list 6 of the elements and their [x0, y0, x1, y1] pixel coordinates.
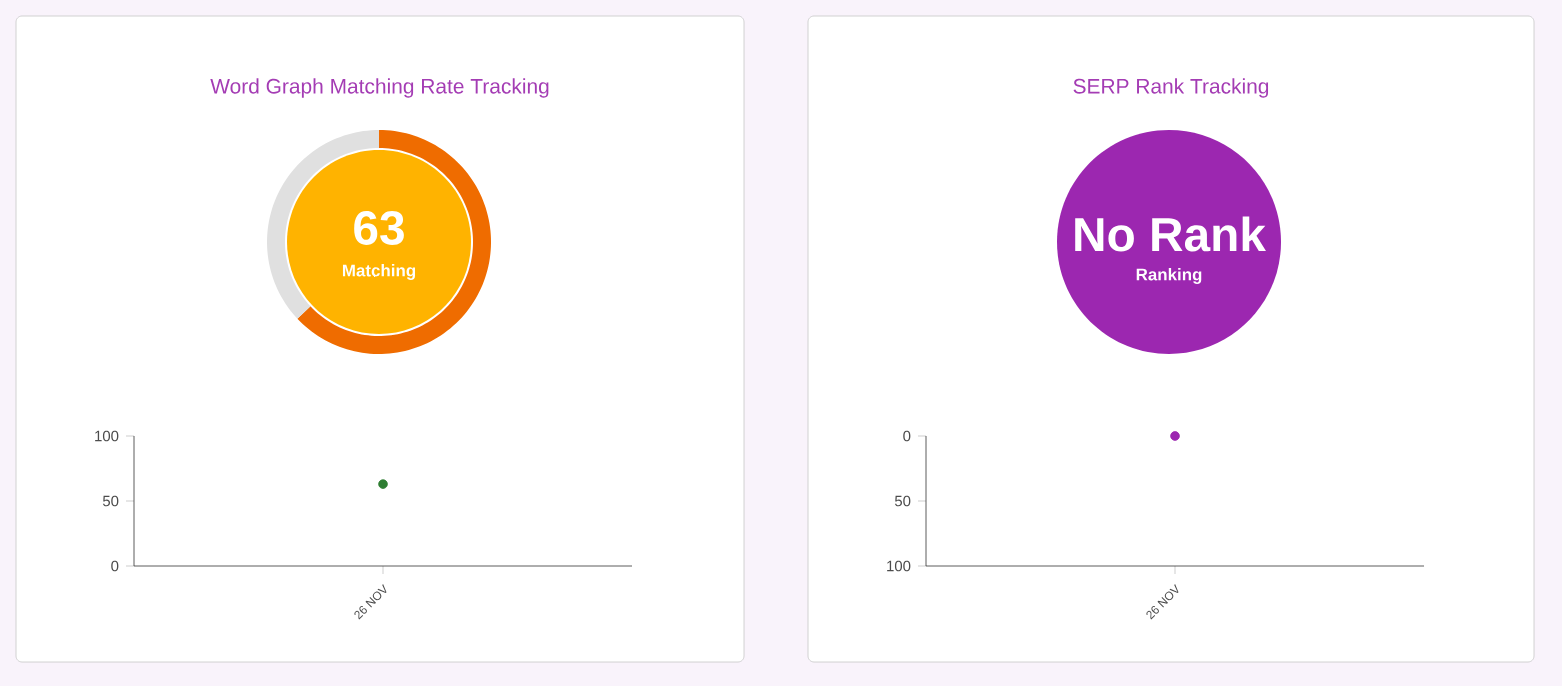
chart-title: Word Graph Matching Rate Tracking [210, 78, 549, 98]
text: No Rank [1075, 216, 1266, 252]
text: Matching [342, 264, 416, 280]
data-label: 63 [354, 211, 404, 245]
text: Ranking [1136, 268, 1202, 284]
text: SERP Rank Tracking [1073, 78, 1269, 98]
